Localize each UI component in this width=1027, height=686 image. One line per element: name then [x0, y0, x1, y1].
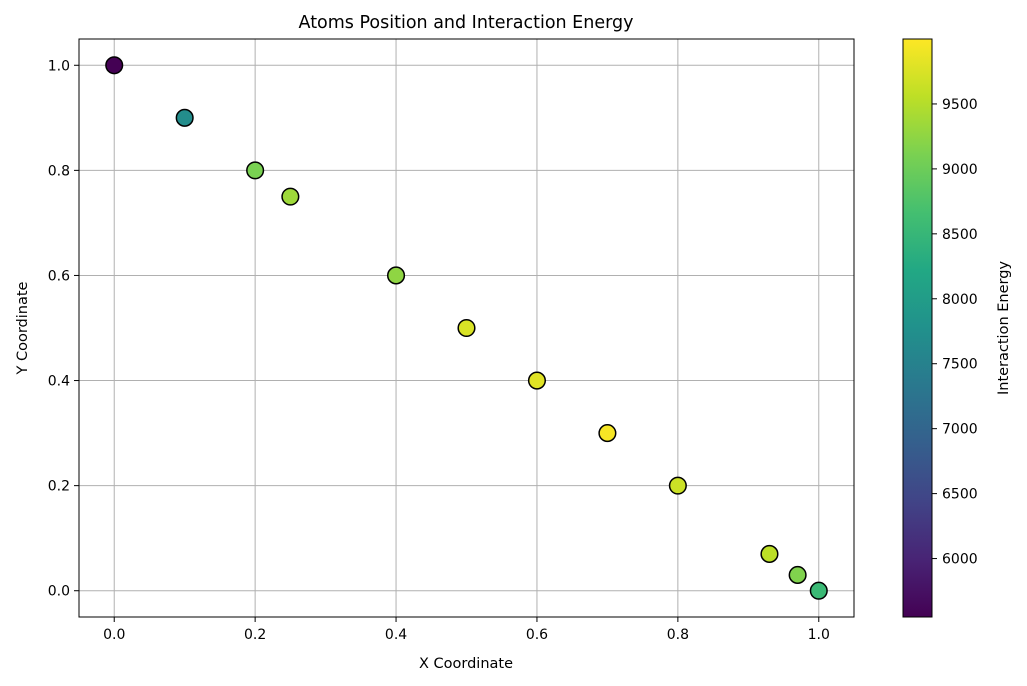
- plot-area-frame: [78, 38, 855, 618]
- x-tick-label: 0.2: [244, 627, 266, 643]
- x-tick-label: 0.8: [667, 627, 689, 643]
- y-tick-label: 1.0: [48, 58, 70, 74]
- chart-title: Atoms Position and Interaction Energy: [299, 13, 634, 33]
- y-tick-label: 0.4: [48, 374, 70, 390]
- x-axis-label: X Coordinate: [419, 656, 513, 672]
- scatter-point: [809, 581, 828, 600]
- y-axis-ticks: 0.0 0.2 0.4 0.6 0.8 1.0: [48, 58, 79, 600]
- x-axis-ticks: 0.0 0.2 0.4 0.6 0.8 1.0: [103, 617, 830, 643]
- x-tick-label: 0.0: [103, 627, 125, 643]
- scatter-point: [386, 266, 406, 285]
- x-tick-label: 0.4: [385, 627, 407, 643]
- colorbar-tick-label: 6500: [942, 487, 978, 503]
- y-tick-label: 0.8: [48, 163, 70, 179]
- colorbar-tick-label: 7500: [942, 357, 978, 373]
- scatter-point: [668, 476, 687, 495]
- colorbar-label: Interaction Energy: [996, 261, 1012, 395]
- colorbar-tick-label: 9500: [942, 97, 978, 113]
- y-tick-label: 0.0: [48, 584, 70, 600]
- colorbar-ticks: 6000 6500 7000 7500 8000 8500 9000 9500: [932, 97, 978, 568]
- scatter-point: [527, 371, 547, 390]
- scatter-point: [175, 108, 194, 127]
- colorbar-tick-label: 6000: [942, 552, 978, 568]
- colorbar-tick-label: 8500: [942, 227, 978, 243]
- scatter-point: [105, 56, 124, 75]
- scatter-point: [598, 424, 617, 443]
- grid-lines: [79, 39, 854, 617]
- x-tick-label: 1.0: [808, 627, 830, 643]
- scatter-point: [246, 161, 265, 180]
- y-axis-label: Y Coordinate: [15, 281, 31, 375]
- scatter-point: [281, 187, 300, 206]
- x-tick-label: 0.6: [526, 627, 548, 643]
- colorbar-tick-label: 7000: [942, 422, 978, 438]
- scatter-point: [457, 318, 476, 338]
- y-tick-label: 0.6: [48, 268, 70, 284]
- colorbar-tick-label: 9000: [942, 162, 978, 178]
- colorbar: 6000 6500 7000 7500 8000 8500 9000 9500 Interac…: [902, 38, 1012, 618]
- y-tick-label: 0.2: [48, 479, 70, 495]
- scatter-point: [760, 544, 779, 563]
- colorbar-tick-label: 8000: [942, 292, 978, 308]
- colorbar-gradient: [902, 38, 933, 618]
- scatter-points: [105, 56, 828, 600]
- scatter-point: [788, 565, 807, 585]
